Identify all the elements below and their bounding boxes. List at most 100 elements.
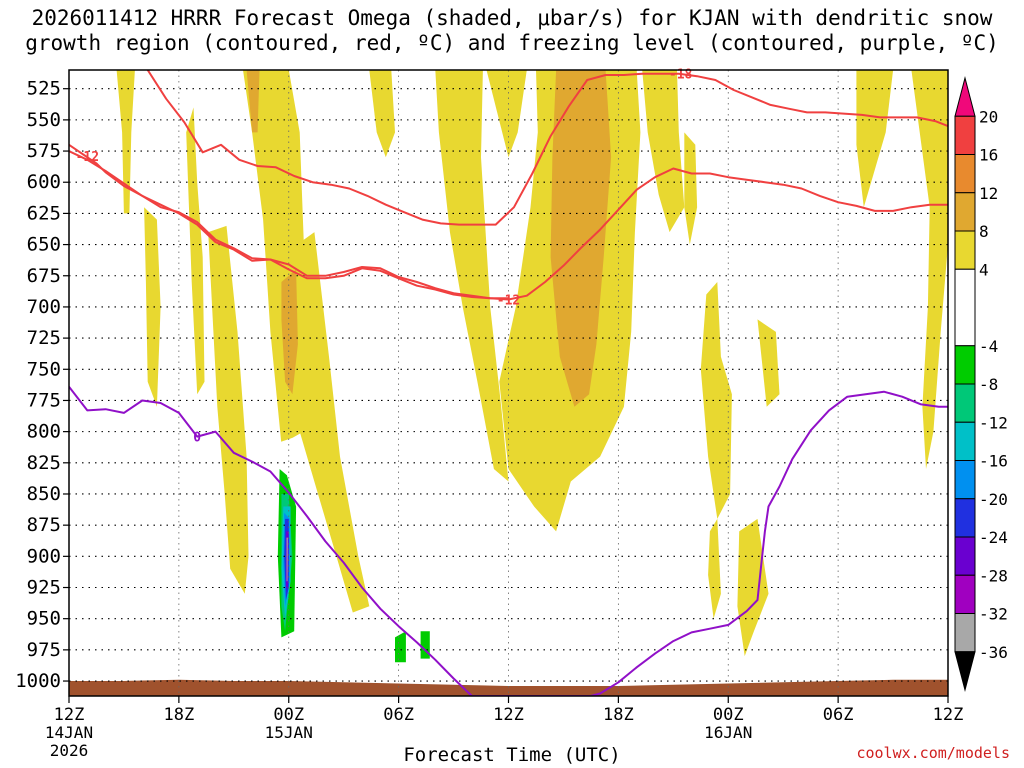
contour-label-dgz-upper: -18 xyxy=(669,68,693,83)
omega-region-12 xyxy=(700,282,732,519)
y-tick-label-650: 650 xyxy=(27,234,61,256)
colorbar-swatch-5 xyxy=(954,268,976,347)
colorbar-label-4: 4 xyxy=(979,260,989,279)
x-tick-label-42: 06Z xyxy=(823,705,854,725)
y-tick-label-575: 575 xyxy=(27,140,61,162)
colorbar-label--36: -36 xyxy=(979,643,1008,662)
omega-region-0 xyxy=(116,70,135,214)
chart-title-line2: growth region (contoured, red, ºC) and f… xyxy=(25,31,999,55)
y-tick-label-525: 525 xyxy=(27,78,61,100)
colorbar-label-12: 12 xyxy=(979,184,998,203)
colorbar-swatch-4 xyxy=(954,230,976,270)
omega-region-22 xyxy=(376,587,452,675)
colorbar-swatch-7 xyxy=(954,383,976,423)
y-tick-label-1000: 1000 xyxy=(15,670,61,692)
colorbar-swatch-12 xyxy=(954,574,976,614)
colorbar-label--4: -4 xyxy=(979,337,998,356)
omega-region-13 xyxy=(708,518,721,619)
watermark: coolwx.com/models xyxy=(856,744,1010,762)
contour-label-dgz-mid: -12 xyxy=(76,150,99,165)
x-axis-title: Forecast Time (UTC) xyxy=(403,744,621,766)
omega-region-7 xyxy=(435,70,509,482)
y-tick-label-750: 750 xyxy=(27,358,61,380)
y-tick-label-925: 925 xyxy=(27,577,61,599)
omega-shading xyxy=(116,70,948,675)
contour-dgz-lower xyxy=(69,143,509,300)
omega-region-1 xyxy=(144,207,161,407)
y-tick-label-600: 600 xyxy=(27,171,61,193)
x-tick-label-24: 12Z xyxy=(493,705,524,725)
x-tick-label-18: 06Z xyxy=(383,705,414,725)
contour-dgz-mid xyxy=(69,150,948,301)
x-tick-label-30: 18Z xyxy=(603,705,634,725)
colorbar-label--20: -20 xyxy=(979,490,1008,509)
colorbar-label--12: -12 xyxy=(979,413,1008,432)
y-tick-label-950: 950 xyxy=(27,608,61,630)
omega-region-24 xyxy=(134,462,143,526)
contour-label-freezing-level: 0 xyxy=(193,431,201,446)
colorbar: 20 16 12 8 4 -4 -8 -12 -16 -20 -24 -28 -32 -36 xyxy=(954,76,1008,692)
x-tick-sublabel-0-1: 2026 xyxy=(50,741,89,760)
ground-layer xyxy=(69,679,948,696)
colorbar-swatch-bottom xyxy=(954,651,976,692)
y-tick-label-900: 900 xyxy=(27,545,61,567)
colorbar-swatch-9 xyxy=(954,460,976,500)
x-tick-label-6: 18Z xyxy=(164,705,195,725)
omega-region-15 xyxy=(757,319,780,407)
colorbar-swatch-2 xyxy=(954,154,976,194)
colorbar-label-16: 16 xyxy=(979,146,998,165)
colorbar-label-20: 20 xyxy=(979,107,998,126)
x-tick-label-12: 00Z xyxy=(273,705,304,725)
colorbar-label--28: -28 xyxy=(979,566,1008,585)
colorbar-swatch-top xyxy=(954,76,976,117)
y-tick-label-625: 625 xyxy=(27,202,61,224)
omega-region-2 xyxy=(186,107,205,395)
chart-title: 2026011412 HRRR Forecast Omega (shaded, … xyxy=(0,6,1024,56)
x-tick-sublabel-36-0: 16JAN xyxy=(704,723,752,742)
chart-title-line1: 2026011412 HRRR Forecast Omega (shaded, … xyxy=(31,6,993,30)
colorbar-label--24: -24 xyxy=(979,528,1008,547)
colorbar-swatch-8 xyxy=(954,421,976,461)
y-tick-label-875: 875 xyxy=(27,514,61,536)
contour-label-dgz-lower: -12 xyxy=(497,293,520,308)
y-axis: 525 550 575 600 625 650 675 700 725 750 775 800 825 8… xyxy=(15,78,69,692)
omega-region-6 xyxy=(369,70,395,158)
y-tick-label-550: 550 xyxy=(27,109,61,131)
contour-labels: -18 -12 -12 0 xyxy=(76,68,693,446)
contour-lines xyxy=(69,70,948,696)
colorbar-label--16: -16 xyxy=(979,452,1008,471)
contour-freezing-level xyxy=(69,386,948,696)
omega-region-3 xyxy=(208,225,249,594)
contour-dgz-upper xyxy=(146,70,948,226)
colorbar-swatch-10 xyxy=(954,498,976,538)
x-tick-sublabel-12-0: 15JAN xyxy=(265,723,313,742)
colorbar-swatch-6 xyxy=(954,345,976,385)
ground-fill xyxy=(69,679,948,696)
colorbar-label--8: -8 xyxy=(979,375,998,394)
y-tick-label-850: 850 xyxy=(27,483,61,505)
y-tick-label-825: 825 xyxy=(27,452,61,474)
y-tick-label-725: 725 xyxy=(27,327,61,349)
colorbar-label--32: -32 xyxy=(979,605,1008,624)
omega-region-18 xyxy=(246,70,260,133)
omega-region-5 xyxy=(279,232,370,613)
omega-region-11 xyxy=(684,132,698,245)
colorbar-label-8: 8 xyxy=(979,222,989,241)
x-tick-label-36: 00Z xyxy=(713,705,744,725)
omega-region-20 xyxy=(550,70,612,407)
y-tick-label-675: 675 xyxy=(27,265,61,287)
omega-region-16 xyxy=(856,70,894,208)
y-tick-label-800: 800 xyxy=(27,421,61,443)
omega-region-10 xyxy=(642,70,685,233)
colorbar-swatch-3 xyxy=(954,192,976,232)
omega-region-17 xyxy=(911,70,948,469)
omega-region-32 xyxy=(286,537,288,582)
y-tick-label-975: 975 xyxy=(27,639,61,661)
colorbar-swatch-11 xyxy=(954,536,976,576)
omega-region-19 xyxy=(281,269,298,395)
x-tick-label-48: 12Z xyxy=(933,705,964,725)
y-tick-label-775: 775 xyxy=(27,389,61,411)
colorbar-swatch-1 xyxy=(954,115,976,155)
colorbar-swatch-13 xyxy=(954,613,976,653)
